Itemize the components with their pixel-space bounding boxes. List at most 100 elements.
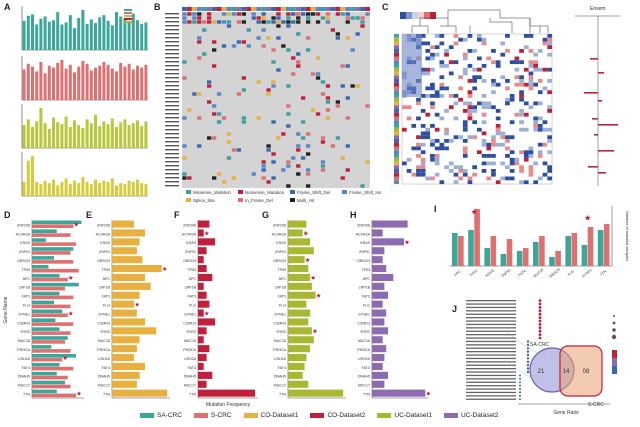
heat-cell <box>523 45 529 50</box>
bar <box>22 69 26 100</box>
heat-cell <box>495 64 501 68</box>
bar <box>490 236 497 266</box>
row-label-mark <box>165 165 179 167</box>
bar <box>32 220 82 225</box>
side-annotation-cell <box>394 94 399 98</box>
heat-cell <box>420 150 426 155</box>
heat-cell <box>434 139 440 143</box>
heat-cell <box>430 154 435 158</box>
tick-label: TP53 <box>277 268 286 272</box>
heat-cell <box>453 94 459 98</box>
mutation-cell <box>320 80 326 84</box>
heat-cell <box>533 101 538 106</box>
bar <box>112 220 135 228</box>
bar <box>506 239 513 266</box>
term-label-mark <box>466 354 516 356</box>
size-legend-dot <box>612 328 616 332</box>
heat-cell <box>481 169 487 173</box>
bar <box>32 349 71 353</box>
bar <box>112 345 137 353</box>
heat-cell <box>425 41 431 46</box>
heat-cell <box>505 97 510 102</box>
row-label-mark <box>165 73 179 75</box>
mutation-cell <box>261 164 266 168</box>
heat-cell <box>547 109 552 113</box>
mutation-cell <box>365 160 370 164</box>
row-label-mark <box>165 157 179 159</box>
heat-cell <box>547 52 552 57</box>
heat-cell <box>537 124 543 128</box>
heat-cell <box>514 67 520 72</box>
heat-cell <box>411 172 417 177</box>
heat-cell <box>500 161 506 166</box>
bar <box>522 248 529 266</box>
enrichment-dot <box>538 333 542 336</box>
heat-cell <box>500 75 506 80</box>
tick-label: FAT4 <box>362 366 370 370</box>
bar <box>52 20 55 50</box>
bar <box>288 354 307 362</box>
mutation-cell <box>271 80 276 84</box>
mutation-cell <box>241 120 246 124</box>
heat-cell <box>420 41 426 46</box>
heat-cell <box>420 161 426 166</box>
tick-label: MUC16 <box>358 339 370 343</box>
mutation-cell <box>192 12 197 16</box>
heat-cell <box>477 34 482 38</box>
significance-star <box>76 391 82 396</box>
heat-cell <box>547 41 552 46</box>
side-annotation-cell <box>394 131 399 136</box>
bar <box>85 63 89 100</box>
heat-cell <box>444 131 449 136</box>
bar <box>198 336 204 344</box>
mutation-cell <box>330 28 335 32</box>
mutation-cell <box>212 48 217 52</box>
heat-cell <box>434 146 440 151</box>
row-label-mark <box>165 121 179 123</box>
mutation-cell <box>306 36 311 40</box>
heat-cell <box>434 127 440 132</box>
heat-cell <box>439 180 445 185</box>
side-annotation-cell <box>394 82 399 87</box>
enrichment-dot <box>538 299 542 302</box>
tick-label: LRP1B <box>275 286 287 290</box>
side-annotation-cell <box>394 127 399 132</box>
panel-a <box>21 6 148 197</box>
bar <box>32 380 65 385</box>
bar <box>98 183 102 196</box>
mutation-cell <box>207 20 212 24</box>
tick-label: CSMD3 <box>183 321 196 325</box>
heat-cell <box>519 169 524 173</box>
bar <box>571 233 578 266</box>
b-legend-label: Frame_Shift_Ins <box>349 190 382 195</box>
bar <box>56 12 60 50</box>
b-legend-swatch <box>186 190 191 194</box>
heat-cell <box>439 75 445 80</box>
enrichment-dot <box>526 357 530 360</box>
bar <box>106 181 110 196</box>
b-legend-label: In_Frame_Del <box>245 198 273 203</box>
connector-line <box>504 359 541 381</box>
heat-cell <box>491 169 496 173</box>
legend-item: CO-Dataset2 <box>310 412 365 419</box>
bar <box>123 66 127 100</box>
heat-cell <box>453 172 459 177</box>
mutation-cell <box>256 116 261 120</box>
heat-cell <box>420 124 426 128</box>
tick-label: FLG <box>363 304 370 308</box>
row-label-mark <box>165 109 179 111</box>
heat-cell <box>500 41 506 46</box>
heat-cell <box>533 161 538 166</box>
panel-letter-i: I <box>434 204 437 214</box>
term-label-mark <box>466 313 516 315</box>
mutation-cell <box>212 136 217 140</box>
tick-label: USH2A <box>98 357 111 361</box>
significance-star <box>404 239 410 245</box>
mutation-cell <box>271 84 276 88</box>
side-annotation-cell <box>394 60 399 65</box>
bar <box>372 256 383 264</box>
term-label-mark <box>466 310 516 312</box>
mutation-cell <box>231 12 237 16</box>
mutation-cell <box>182 156 187 160</box>
tick-label: KRAS <box>100 241 110 245</box>
